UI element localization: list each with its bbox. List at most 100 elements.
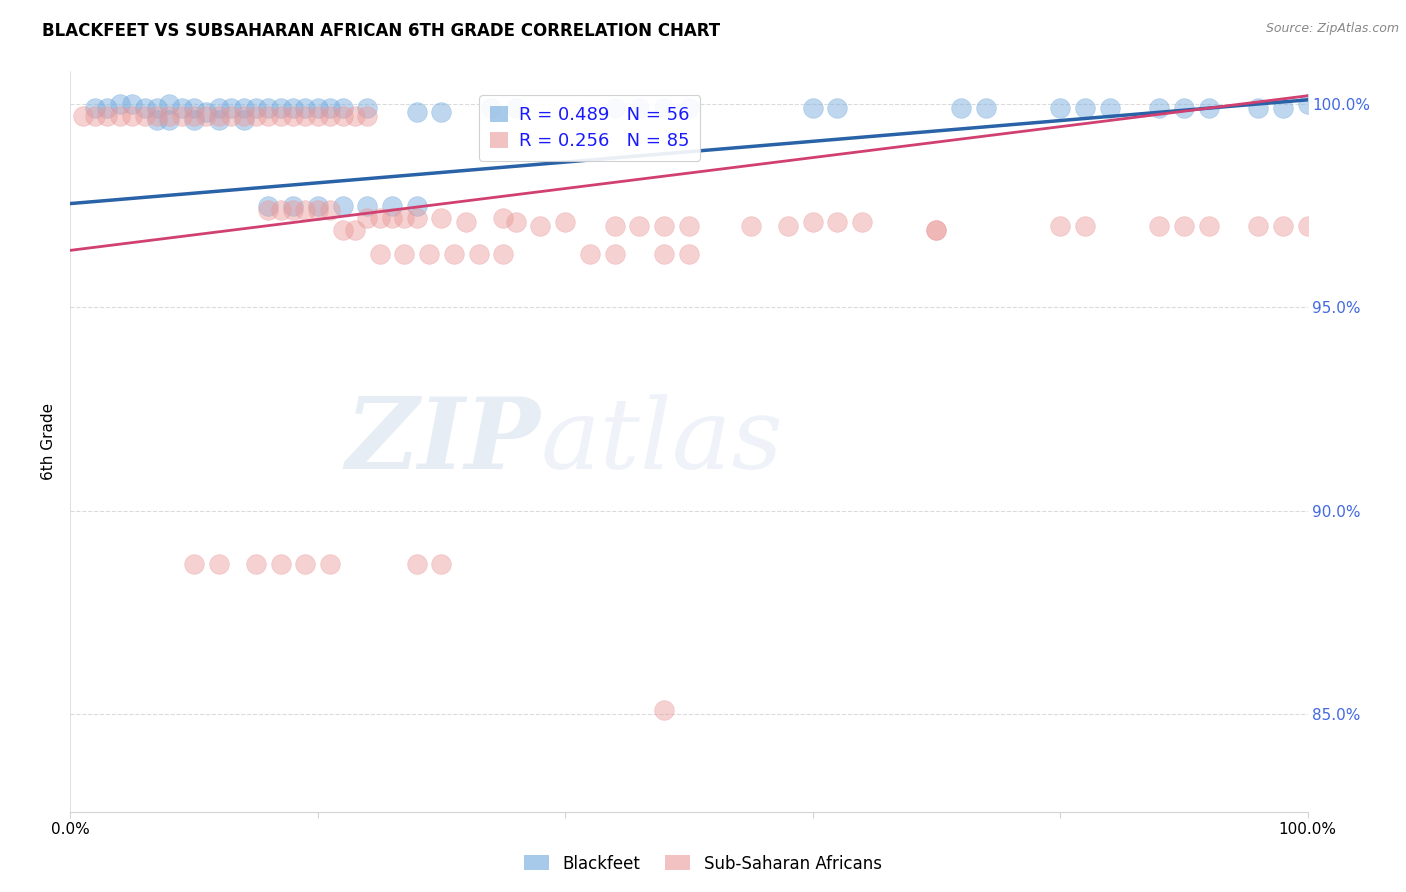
- Point: [405, 198, 427, 212]
- Point: [257, 198, 280, 212]
- Point: [776, 219, 799, 233]
- Point: [157, 109, 180, 123]
- Point: [579, 247, 602, 261]
- Point: [96, 109, 118, 123]
- Point: [307, 202, 329, 217]
- Point: [84, 109, 107, 123]
- Point: [1271, 219, 1294, 233]
- Point: [505, 215, 527, 229]
- Y-axis label: 6th Grade: 6th Grade: [41, 403, 56, 480]
- Point: [307, 109, 329, 123]
- Point: [1247, 101, 1270, 115]
- Point: [827, 101, 849, 115]
- Point: [1049, 101, 1071, 115]
- Point: [1147, 219, 1170, 233]
- Point: [72, 109, 94, 123]
- Point: [652, 219, 675, 233]
- Point: [678, 101, 700, 115]
- Point: [1296, 219, 1319, 233]
- Point: [183, 557, 205, 571]
- Point: [368, 247, 391, 261]
- Point: [183, 109, 205, 123]
- Point: [740, 219, 762, 233]
- Point: [394, 211, 416, 225]
- Point: [319, 202, 342, 217]
- Point: [974, 101, 997, 115]
- Point: [430, 211, 453, 225]
- Point: [96, 101, 118, 115]
- Point: [356, 198, 378, 212]
- Point: [281, 202, 304, 217]
- Point: [134, 109, 156, 123]
- Point: [294, 557, 316, 571]
- Point: [281, 101, 304, 115]
- Point: [232, 113, 254, 128]
- Point: [603, 247, 626, 261]
- Point: [170, 101, 193, 115]
- Point: [208, 113, 231, 128]
- Point: [332, 101, 354, 115]
- Point: [257, 202, 280, 217]
- Point: [603, 219, 626, 233]
- Point: [332, 223, 354, 237]
- Point: [381, 211, 404, 225]
- Point: [219, 109, 242, 123]
- Point: [1098, 101, 1121, 115]
- Point: [356, 101, 378, 115]
- Point: [245, 101, 267, 115]
- Point: [529, 219, 551, 233]
- Point: [270, 101, 292, 115]
- Point: [195, 109, 218, 123]
- Point: [84, 101, 107, 115]
- Point: [467, 247, 489, 261]
- Point: [208, 101, 231, 115]
- Point: [343, 109, 366, 123]
- Point: [801, 101, 824, 115]
- Point: [1173, 219, 1195, 233]
- Point: [381, 198, 404, 212]
- Point: [134, 101, 156, 115]
- Point: [245, 557, 267, 571]
- Point: [343, 223, 366, 237]
- Point: [270, 109, 292, 123]
- Point: [801, 215, 824, 229]
- Point: [294, 101, 316, 115]
- Point: [652, 703, 675, 717]
- Point: [430, 557, 453, 571]
- Point: [183, 101, 205, 115]
- Point: [405, 557, 427, 571]
- Point: [121, 109, 143, 123]
- Legend: R = 0.489   N = 56, R = 0.256   N = 85: R = 0.489 N = 56, R = 0.256 N = 85: [479, 95, 700, 161]
- Point: [319, 109, 342, 123]
- Point: [1049, 219, 1071, 233]
- Point: [368, 211, 391, 225]
- Point: [430, 105, 453, 120]
- Point: [307, 101, 329, 115]
- Point: [219, 101, 242, 115]
- Text: atlas: atlas: [540, 394, 783, 489]
- Point: [1198, 101, 1220, 115]
- Point: [245, 109, 267, 123]
- Point: [1173, 101, 1195, 115]
- Point: [108, 109, 131, 123]
- Point: [628, 101, 651, 115]
- Point: [183, 113, 205, 128]
- Point: [405, 211, 427, 225]
- Point: [307, 198, 329, 212]
- Point: [950, 101, 973, 115]
- Point: [257, 101, 280, 115]
- Point: [1198, 219, 1220, 233]
- Point: [554, 215, 576, 229]
- Point: [270, 202, 292, 217]
- Point: [146, 101, 169, 115]
- Point: [394, 247, 416, 261]
- Point: [208, 557, 231, 571]
- Point: [925, 223, 948, 237]
- Point: [108, 96, 131, 111]
- Point: [332, 198, 354, 212]
- Point: [294, 202, 316, 217]
- Point: [827, 215, 849, 229]
- Point: [1147, 101, 1170, 115]
- Legend: Blackfeet, Sub-Saharan Africans: Blackfeet, Sub-Saharan Africans: [517, 848, 889, 880]
- Point: [170, 109, 193, 123]
